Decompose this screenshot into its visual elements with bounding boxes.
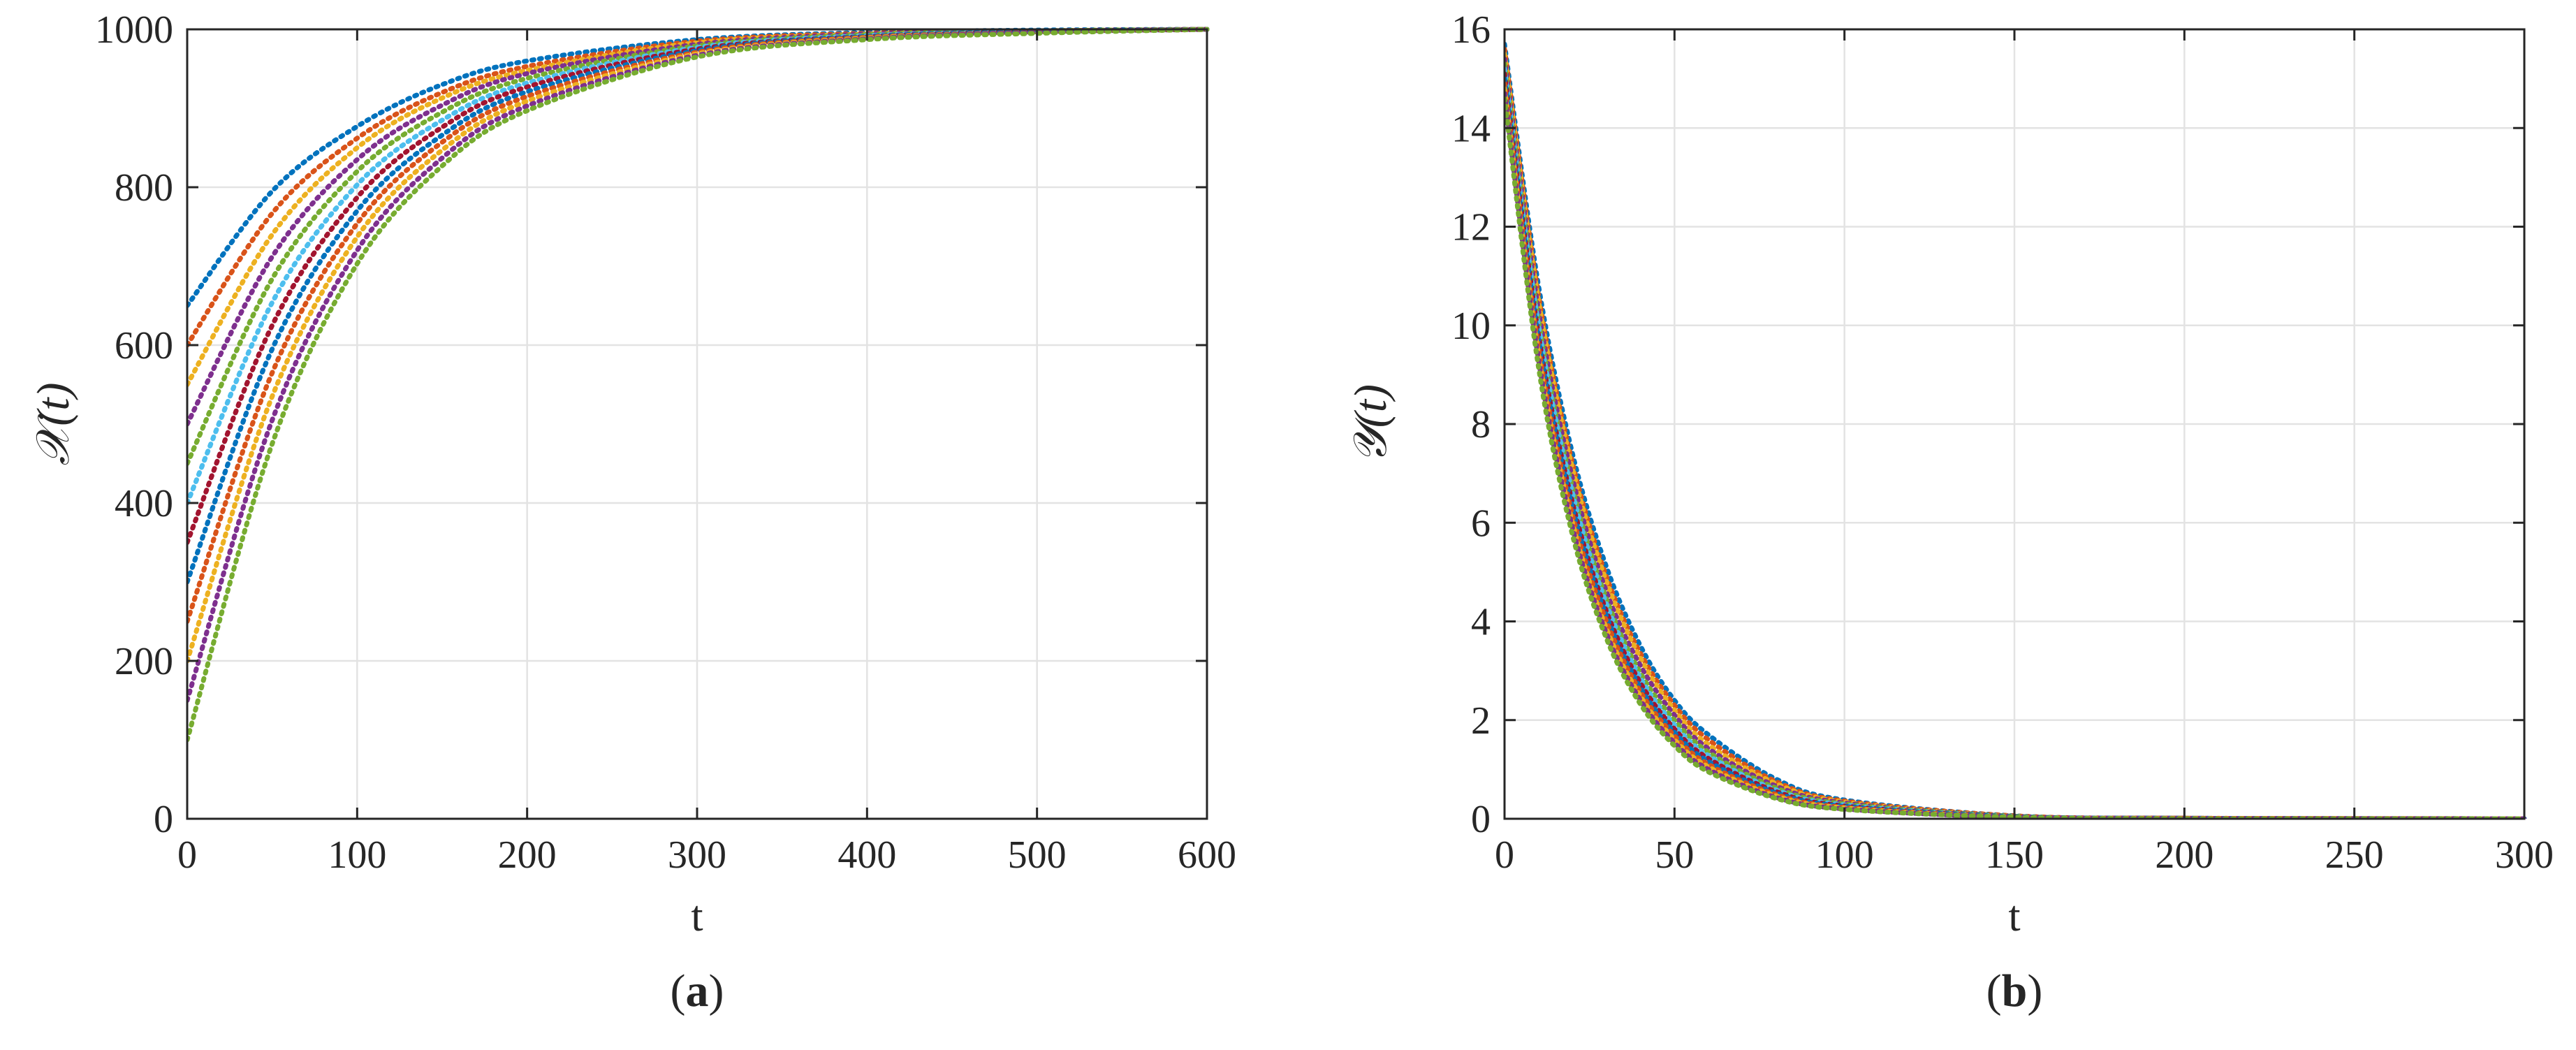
chart-b-x-axis-title: t <box>2008 893 2020 940</box>
chart-a-x-tick-label: 600 <box>1178 833 1236 877</box>
chart-b-x-tick-label: 100 <box>1815 833 1874 877</box>
chart-a-series-line-1 <box>187 27 1210 348</box>
chart-a-y-tick-label: 800 <box>115 166 173 210</box>
chart-a-x-tick-label: 200 <box>498 833 557 877</box>
chart-a-series-line-11 <box>187 27 1210 743</box>
chart-b-y-tick-label: 4 <box>1471 601 1491 644</box>
chart-b: 0 50 100 150 200 250 300 0 2 4 6 8 10 12 14 16 t 𝒴(t) (b) <box>1345 8 2554 1016</box>
chart-a-series-group <box>187 27 1210 743</box>
chart-a-y-tick-label: 0 <box>154 798 173 841</box>
chart-b-x-tick-label: 50 <box>1655 833 1694 877</box>
chart-b-series-line-2 <box>1505 51 2527 819</box>
chart-a-caption-letter: a <box>686 965 709 1016</box>
chart-a-x-tick-label: 0 <box>177 833 197 877</box>
chart-b-y-tick-label: 12 <box>1451 206 1491 249</box>
chart-b-y-tick-label: 2 <box>1471 699 1491 743</box>
chart-b-x-tick-label: 300 <box>2495 833 2554 877</box>
chart-b-y-tick-label: 8 <box>1471 403 1491 446</box>
chart-a-y-tick-label: 1000 <box>95 8 173 52</box>
chart-b-x-tick-label: 200 <box>2155 833 2213 877</box>
chart-b-caption-close-paren: ) <box>2027 965 2042 1016</box>
chart-b-x-tick-label: 150 <box>1985 833 2044 877</box>
chart-a-y-tick-label: 200 <box>115 640 173 683</box>
chart-a-caption: (a) <box>671 965 724 1016</box>
chart-b-x-tick-label: 0 <box>1495 833 1514 877</box>
chart-a: 0 100 200 300 400 500 600 0 200 400 600 800 1000 t 𝒳(t… <box>28 8 1236 1016</box>
chart-b-caption-open-paren: ( <box>1986 965 2002 1016</box>
chart-a-x-axis-title: t <box>691 893 703 940</box>
chart-a-x-tick-label: 400 <box>837 833 896 877</box>
chart-b-y-tick-label: 10 <box>1451 305 1491 348</box>
chart-a-series-line-10 <box>187 27 1210 703</box>
chart-b-caption-letter: b <box>2002 965 2028 1016</box>
chart-a-x-tick-label: 100 <box>328 833 386 877</box>
chart-b-y-tick-label: 6 <box>1471 502 1491 545</box>
chart-b-y-tick-label: 0 <box>1471 798 1491 841</box>
chart-b-caption: (b) <box>1986 965 2043 1016</box>
chart-a-y-axis-title: 𝒳(t) <box>28 382 79 465</box>
chart-b-x-tick-label: 250 <box>2325 833 2384 877</box>
chart-a-caption-open-paren: ( <box>671 965 686 1016</box>
chart-a-x-tick-label: 500 <box>1008 833 1067 877</box>
chart-b-y-tick-label: 16 <box>1451 8 1491 52</box>
chart-a-caption-close-paren: ) <box>709 965 724 1016</box>
chart-b-y-axis-title: 𝒴(t) <box>1345 384 1396 464</box>
chart-a-y-tick-label: 600 <box>115 324 173 367</box>
chart-b-y-tick-label: 14 <box>1451 107 1491 150</box>
chart-a-y-tick-label: 400 <box>115 482 173 525</box>
chart-a-x-tick-label: 300 <box>668 833 726 877</box>
